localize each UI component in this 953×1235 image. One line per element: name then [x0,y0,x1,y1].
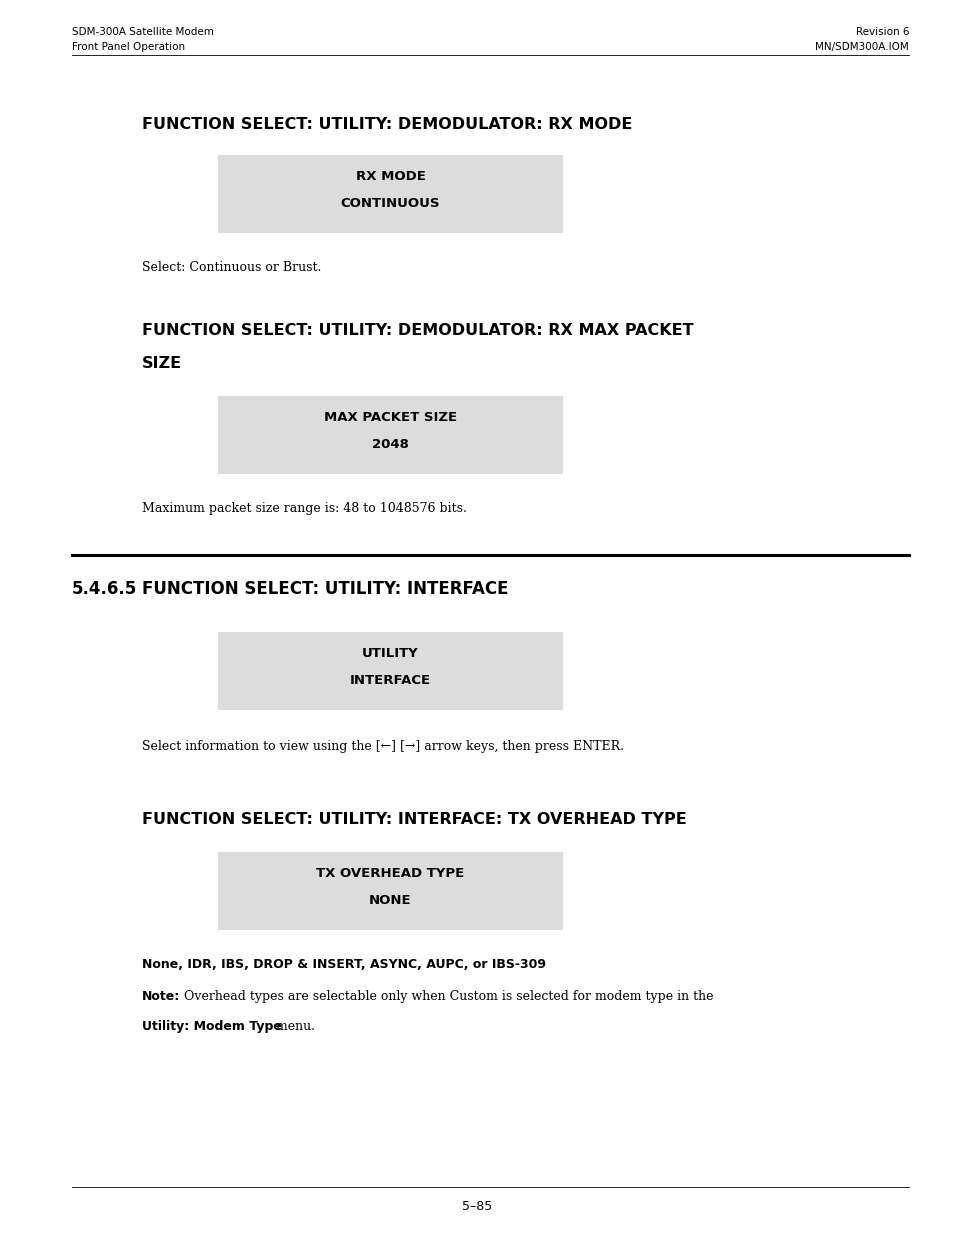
FancyBboxPatch shape [218,396,562,474]
Text: UTILITY: UTILITY [362,647,418,659]
Text: Select information to view using the [←] [→] arrow keys, then press ENTER.: Select information to view using the [←]… [142,740,623,753]
Text: RX MODE: RX MODE [355,170,425,183]
Text: menu.: menu. [272,1020,314,1032]
Text: MAX PACKET SIZE: MAX PACKET SIZE [324,411,456,424]
Text: Note:: Note: [142,990,180,1003]
Text: FUNCTION SELECT: UTILITY: INTERFACE: FUNCTION SELECT: UTILITY: INTERFACE [142,580,508,598]
Text: FUNCTION SELECT: UTILITY: DEMODULATOR: RX MAX PACKET: FUNCTION SELECT: UTILITY: DEMODULATOR: R… [142,324,693,338]
FancyBboxPatch shape [218,156,562,233]
Text: 5–85: 5–85 [461,1200,492,1213]
Text: Front Panel Operation: Front Panel Operation [71,42,185,52]
Text: SDM-300A Satellite Modem: SDM-300A Satellite Modem [71,27,213,37]
Text: FUNCTION SELECT: UTILITY: DEMODULATOR: RX MODE: FUNCTION SELECT: UTILITY: DEMODULATOR: R… [142,117,632,132]
Text: SIZE: SIZE [142,356,182,370]
Text: Revision 6: Revision 6 [855,27,908,37]
Text: FUNCTION SELECT: UTILITY: INTERFACE: TX OVERHEAD TYPE: FUNCTION SELECT: UTILITY: INTERFACE: TX … [142,811,686,827]
Text: Utility: Modem Type: Utility: Modem Type [142,1020,281,1032]
Text: 2048: 2048 [372,438,409,451]
FancyBboxPatch shape [218,632,562,710]
Text: Maximum packet size range is: 48 to 1048576 bits.: Maximum packet size range is: 48 to 1048… [142,501,466,515]
Text: TX OVERHEAD TYPE: TX OVERHEAD TYPE [316,867,464,881]
Text: CONTINUOUS: CONTINUOUS [340,198,439,210]
Text: NONE: NONE [369,894,412,906]
Text: INTERFACE: INTERFACE [350,674,431,687]
Text: MN/SDM300A.IOM: MN/SDM300A.IOM [815,42,908,52]
FancyBboxPatch shape [218,852,562,930]
Text: 5.4.6.5: 5.4.6.5 [71,580,137,598]
Text: None, IDR, IBS, DROP & INSERT, ASYNC, AUPC, or IBS-309: None, IDR, IBS, DROP & INSERT, ASYNC, AU… [142,958,545,971]
Text: Select: Continuous or Brust.: Select: Continuous or Brust. [142,261,321,274]
Text: Overhead types are selectable only when Custom is selected for modem type in the: Overhead types are selectable only when … [179,990,712,1003]
